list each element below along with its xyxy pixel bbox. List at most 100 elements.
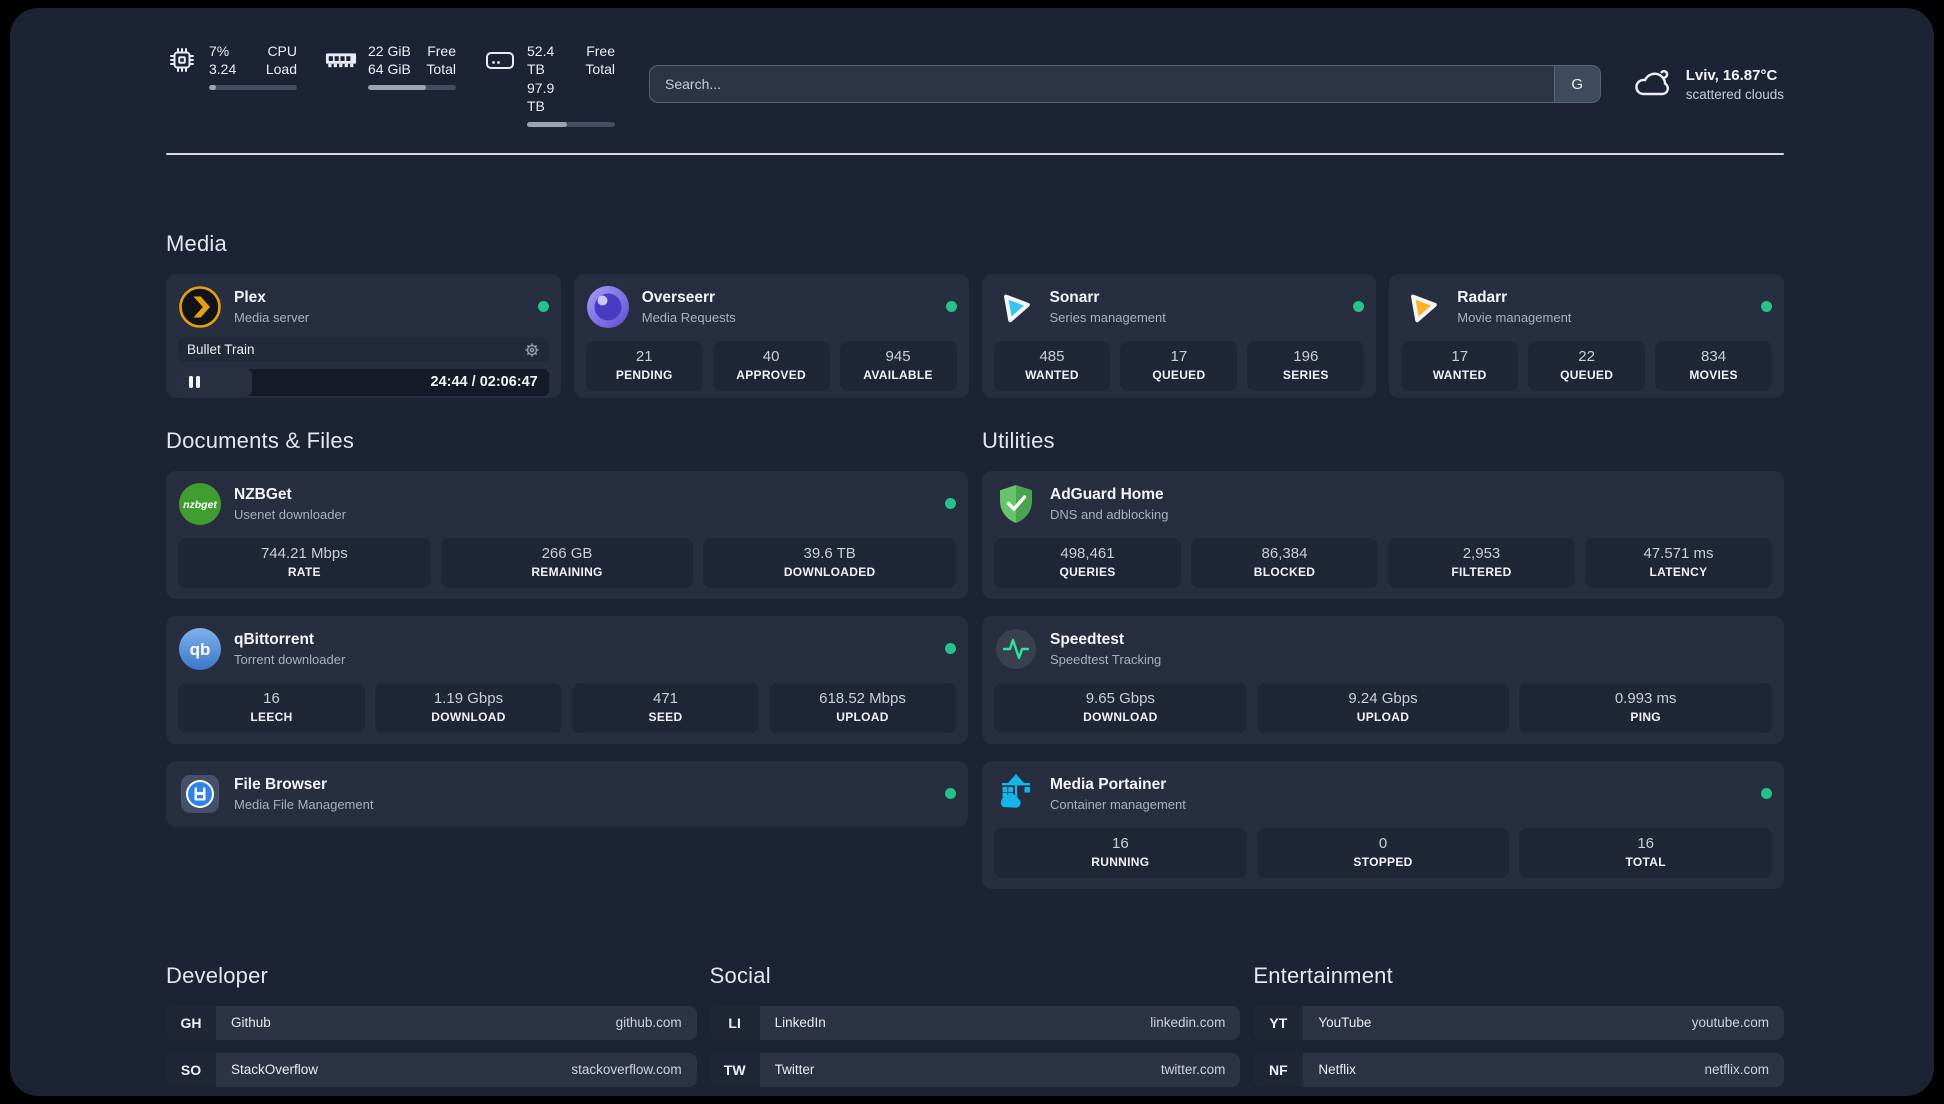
stat-tile: 471 SEED — [572, 682, 759, 733]
app-name: Media Portainer — [1050, 775, 1167, 793]
weather-widget: Lviv, 16.87°C scattered clouds — [1631, 67, 1784, 102]
app-card-filebrowser[interactable]: File Browser Media File Management — [166, 760, 968, 827]
stat-tile: 9.24 Gbps UPLOAD — [1256, 682, 1510, 733]
ram-icon — [325, 44, 357, 76]
app-card-qbittorrent[interactable]: qb qBittorrent Torrent downloader — [166, 615, 968, 744]
app-name: Overseerr — [641, 288, 716, 306]
stat-tile: 945 AVAILABLE — [839, 340, 957, 391]
section-title-media: Media — [166, 230, 227, 256]
disk-icon — [484, 44, 516, 76]
app-card-overseerr[interactable]: Overseerr Media Requests 21 PENDING 40 A… — [573, 273, 969, 398]
cpu-icon — [166, 44, 198, 76]
stat-tile: 196 SERIES — [1247, 340, 1365, 391]
search-input[interactable] — [649, 65, 1601, 104]
stat-tile: 16 RUNNING — [994, 827, 1247, 878]
bookmark-group-entertainment: Entertainment YT YouTube youtube.com NF … — [1253, 963, 1784, 1096]
app-card-sonarr[interactable]: Sonarr Series management 485 WANTED 17 Q… — [981, 273, 1377, 398]
app-subtitle: Media Requests — [641, 309, 736, 325]
app-card-nzbget[interactable]: nzbget NZBGet Usenet downloader 74 — [166, 470, 968, 599]
stat-tile: 17 QUEUED — [1120, 340, 1238, 391]
stat-tile: 834 MOVIES — [1655, 340, 1773, 391]
cpu-label-top: CPU — [267, 43, 297, 59]
weather-condition: scattered clouds — [1685, 86, 1784, 102]
status-dot — [1761, 788, 1772, 800]
speedtest-icon — [994, 627, 1038, 671]
section-title-documents: Documents & Files — [166, 427, 355, 453]
adguard-icon — [994, 482, 1038, 526]
gear-icon[interactable] — [524, 342, 540, 358]
stat-tile: 47.571 ms LATENCY — [1585, 537, 1772, 588]
app-name: File Browser — [234, 775, 328, 793]
radarr-icon — [1401, 285, 1445, 329]
storage-stat: 52.4 TB 97.9 TB Free Total — [484, 42, 615, 127]
memory-progressbar — [368, 84, 456, 90]
filebrowser-icon — [178, 772, 222, 816]
sonarr-icon — [994, 285, 1038, 329]
section-title-entertainment: Entertainment — [1253, 962, 1393, 988]
stat-tile: 2,953 FILTERED — [1388, 537, 1575, 588]
bookmark-youtube[interactable]: YT YouTube youtube.com — [1253, 1005, 1784, 1040]
stat-tile: 40 APPROVED — [712, 340, 830, 391]
cpu-progressbar — [209, 84, 297, 90]
plex-now-playing: Bullet Train — [178, 337, 549, 396]
app-name: qBittorrent — [234, 630, 315, 648]
pause-icon[interactable] — [189, 376, 200, 389]
cloud-icon — [1631, 67, 1673, 101]
playback-time: 24:44 / 02:06:47 — [430, 374, 538, 391]
app-name: Plex — [234, 288, 266, 306]
app-name: Speedtest — [1050, 630, 1125, 648]
bookmark-group-developer: Developer GH Github github.com SO StackO… — [166, 963, 697, 1096]
bookmark-stackoverflow[interactable]: SO StackOverflow stackoverflow.com — [166, 1052, 697, 1087]
nzbget-icon: nzbget — [178, 482, 222, 526]
header-divider — [166, 152, 1784, 155]
playback-progressbar[interactable]: 24:44 / 02:06:47 — [178, 368, 549, 396]
storage-label-bottom: Total — [585, 61, 615, 78]
stat-tile: 618.52 Mbps UPLOAD — [769, 682, 956, 733]
now-playing-title: Bullet Train — [187, 342, 255, 358]
weather-location: Lviv, 16.87°C — [1685, 66, 1778, 84]
stat-tile: 17 WANTED — [1401, 340, 1519, 391]
app-card-adguard[interactable]: AdGuard Home DNS and adblocking 498,461 … — [982, 470, 1784, 599]
svg-text:qb: qb — [190, 640, 211, 659]
stat-tile: 9.65 Gbps DOWNLOAD — [994, 682, 1247, 733]
status-dot — [945, 643, 956, 655]
bookmark-twitter[interactable]: TW Twitter twitter.com — [709, 1052, 1241, 1087]
system-stats: 7% 3.24 CPU Load — [166, 42, 615, 127]
memory-total: 64 GiB — [368, 61, 411, 78]
status-dot — [945, 498, 956, 510]
app-card-radarr[interactable]: Radarr Movie management 17 WANTED 22 QUE… — [1389, 273, 1784, 398]
status-dot — [537, 301, 549, 313]
storage-progressbar — [527, 121, 615, 127]
bookmark-group-social: Social LI LinkedIn linkedin.com TW Twitt… — [709, 962, 1241, 1096]
app-card-plex[interactable]: Plex Media server Bullet Train — [166, 273, 561, 398]
qbittorrent-icon: qb — [178, 627, 222, 671]
app-name: AdGuard Home — [1050, 485, 1164, 503]
portainer-icon — [994, 772, 1038, 816]
status-dot — [945, 788, 956, 800]
cpu-load: 3.24 — [209, 61, 237, 78]
memory-free: 22 GiB — [368, 43, 411, 59]
stat-tile: 22 QUEUED — [1528, 340, 1646, 391]
stat-tile: 744.21 Mbps RATE — [178, 537, 431, 588]
search-bar: G — [649, 65, 1601, 104]
search-engine-button[interactable]: G — [1553, 66, 1600, 103]
app-card-speedtest[interactable]: Speedtest Speedtest Tracking 9.65 Gbps D… — [982, 615, 1784, 744]
app-subtitle: DNS and adblocking — [1050, 506, 1169, 522]
section-title-utilities: Utilities — [982, 427, 1055, 453]
app-subtitle: Usenet downloader — [234, 506, 347, 522]
bookmark-linkedin[interactable]: LI LinkedIn linkedin.com — [709, 1005, 1241, 1040]
app-name: Radarr — [1457, 288, 1508, 306]
app-name: Sonarr — [1049, 288, 1100, 306]
app-name: NZBGet — [234, 485, 292, 503]
status-dot — [1353, 301, 1365, 313]
bookmark-github[interactable]: GH Github github.com — [166, 1005, 697, 1040]
app-card-portainer[interactable]: Media Portainer Container management 16 … — [982, 760, 1784, 889]
section-title-developer: Developer — [166, 962, 269, 988]
section-title-social: Social — [709, 962, 771, 988]
stat-tile: 39.6 TB DOWNLOADED — [703, 537, 957, 588]
cpu-stat: 7% 3.24 CPU Load — [166, 42, 297, 127]
status-dot — [1761, 301, 1772, 313]
bookmark-netflix[interactable]: NF Netflix netflix.com — [1253, 1052, 1784, 1087]
app-subtitle: Speedtest Tracking — [1050, 651, 1162, 667]
storage-total: 97.9 TB — [527, 79, 555, 115]
